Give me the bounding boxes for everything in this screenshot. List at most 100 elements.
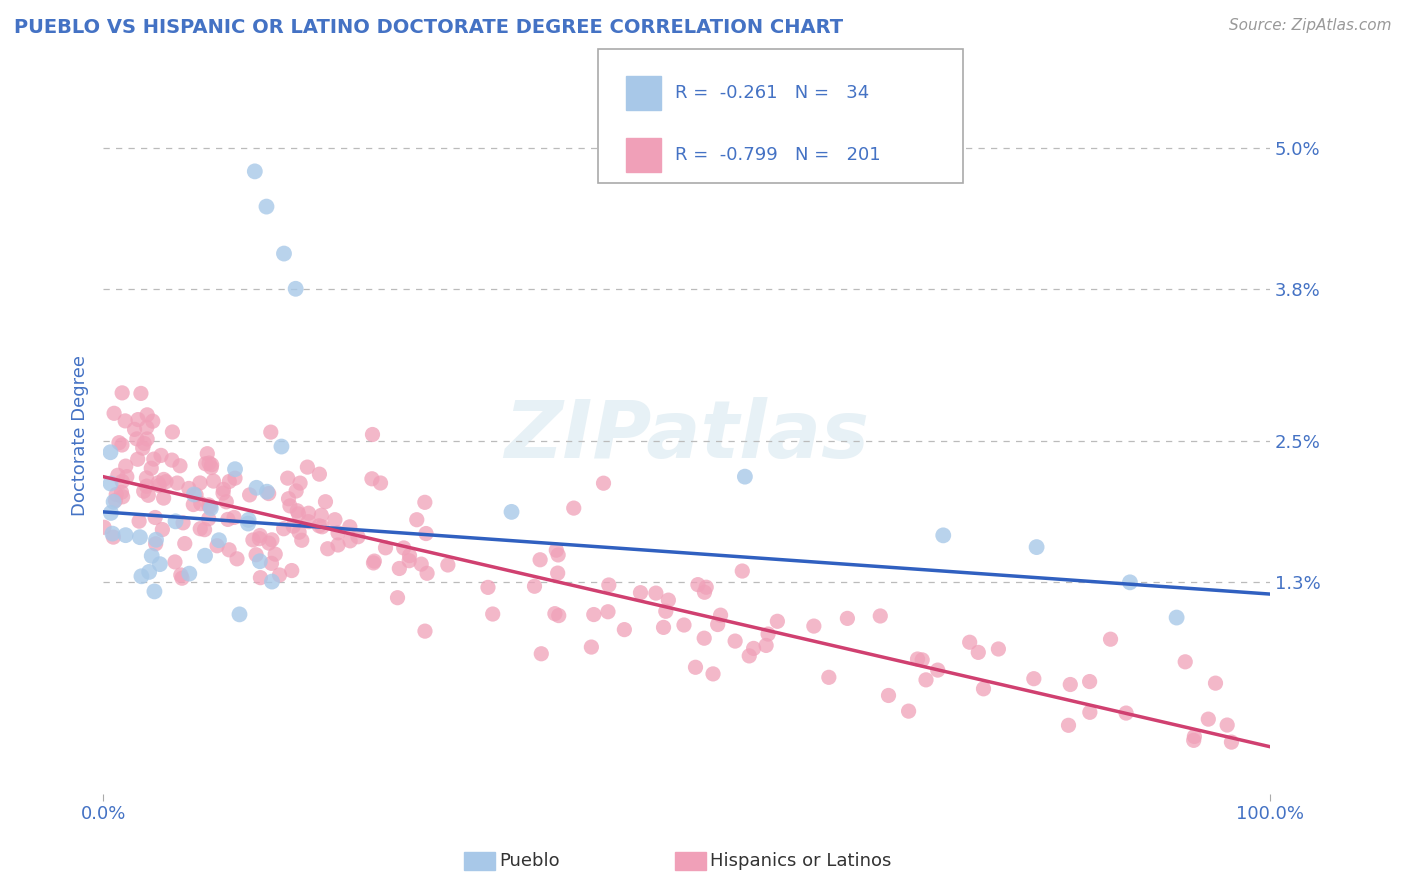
Point	[869, 609, 891, 624]
Point	[198, 456, 221, 470]
Point	[264, 547, 287, 561]
Point	[283, 519, 305, 533]
Point	[693, 585, 716, 599]
Point	[136, 488, 159, 502]
Point	[149, 557, 172, 571]
Point	[128, 514, 150, 528]
Point	[1022, 672, 1045, 686]
Point	[1182, 733, 1205, 747]
Point	[323, 513, 346, 527]
Point	[288, 476, 311, 491]
Point	[108, 435, 131, 450]
Point	[100, 476, 122, 491]
Point	[249, 571, 271, 585]
Point	[308, 518, 330, 533]
Point	[742, 641, 765, 656]
Point	[134, 436, 156, 450]
Point	[145, 533, 167, 547]
Point	[131, 569, 153, 583]
Point	[311, 508, 333, 523]
Point	[706, 617, 728, 632]
Point	[100, 506, 122, 520]
Point	[170, 571, 193, 585]
Point	[281, 564, 304, 578]
Point	[135, 420, 157, 434]
Point	[1197, 712, 1219, 726]
Point	[413, 495, 436, 509]
Point	[145, 537, 167, 551]
Point	[184, 488, 207, 502]
Point	[104, 493, 127, 508]
Point	[547, 608, 569, 623]
Point	[387, 591, 409, 605]
Point	[756, 627, 779, 641]
Point	[201, 458, 224, 472]
Point	[731, 564, 754, 578]
Point	[932, 528, 955, 542]
Point	[249, 554, 271, 568]
Point	[363, 554, 385, 568]
Point	[1059, 677, 1081, 691]
Point	[523, 579, 546, 593]
Point	[652, 620, 675, 634]
Point	[193, 523, 215, 537]
Point	[973, 681, 995, 696]
Point	[967, 645, 990, 659]
Point	[195, 447, 218, 461]
Point	[1182, 730, 1205, 744]
Point	[183, 487, 205, 501]
Point	[644, 586, 666, 600]
Point	[111, 490, 134, 504]
Point	[107, 468, 129, 483]
Point	[155, 475, 177, 489]
Point	[413, 624, 436, 639]
Point	[927, 663, 949, 677]
Point	[103, 530, 125, 544]
Point	[657, 593, 679, 607]
Point	[501, 505, 523, 519]
Point	[877, 689, 900, 703]
Point	[285, 504, 308, 518]
Point	[546, 543, 568, 558]
Point	[236, 516, 259, 531]
Point	[101, 526, 124, 541]
Point	[150, 449, 173, 463]
Point	[374, 541, 396, 555]
Point	[547, 566, 569, 580]
Point	[411, 557, 433, 571]
Point	[392, 541, 415, 555]
Point	[388, 561, 411, 575]
Point	[1216, 718, 1239, 732]
Point	[529, 553, 551, 567]
Text: PUEBLO VS HISPANIC OR LATINO DOCTORATE DEGREE CORRELATION CHART: PUEBLO VS HISPANIC OR LATINO DOCTORATE D…	[14, 18, 844, 37]
Point	[311, 520, 333, 534]
Point	[215, 495, 238, 509]
Point	[297, 460, 319, 475]
Point	[114, 528, 136, 542]
Point	[136, 408, 159, 422]
Point	[655, 604, 678, 618]
Point	[135, 479, 157, 493]
Point	[1078, 706, 1101, 720]
Point	[959, 635, 981, 649]
Point	[284, 282, 307, 296]
Point	[135, 471, 157, 485]
Point	[256, 484, 278, 499]
Point	[308, 467, 330, 482]
Point	[326, 538, 349, 552]
Text: R =  -0.799   N =   201: R = -0.799 N = 201	[675, 145, 880, 164]
Point	[273, 522, 295, 536]
Point	[190, 497, 212, 511]
Point	[152, 472, 174, 486]
Point	[160, 453, 183, 467]
Point	[907, 652, 929, 666]
Point	[146, 475, 169, 490]
Point	[124, 422, 146, 436]
Point	[481, 607, 503, 621]
Point	[1025, 540, 1047, 554]
Text: Source: ZipAtlas.com: Source: ZipAtlas.com	[1229, 18, 1392, 33]
Point	[163, 555, 186, 569]
Point	[347, 530, 370, 544]
Point	[260, 533, 283, 547]
Point	[915, 673, 938, 687]
